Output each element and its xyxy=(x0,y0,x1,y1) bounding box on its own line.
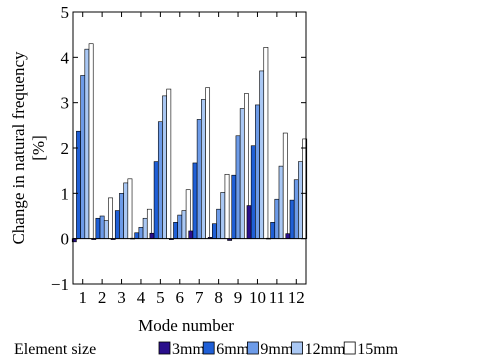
legend-swatch-15mm xyxy=(343,341,356,355)
x-tick-label: 2 xyxy=(98,288,107,307)
legend-label-9mm: 9mm xyxy=(260,341,293,358)
legend-label-15mm: 15mm xyxy=(357,341,398,358)
bar-mode-6-12mm xyxy=(181,210,187,239)
bar-mode-10-9mm xyxy=(255,104,260,239)
bar-mode-5-12mm xyxy=(162,95,167,239)
bar-mode-8-15mm xyxy=(224,173,230,239)
legend-swatch-9mm xyxy=(246,341,259,355)
x-tick-label: 5 xyxy=(156,288,165,307)
bar-mode-10-6mm xyxy=(250,145,256,239)
legend-title: Element size xyxy=(14,341,96,358)
bar-mode-7-9mm xyxy=(196,119,202,239)
x-tick-label: 8 xyxy=(214,288,223,307)
bar-mode-8-6mm xyxy=(212,223,217,239)
bar-mode-11-12mm xyxy=(278,165,284,239)
bar-mode-4-9mm xyxy=(138,227,144,239)
bar-mode-4-6mm xyxy=(134,232,140,239)
bar-mode-9-6mm xyxy=(231,174,237,239)
x-axis-label: Mode number xyxy=(138,316,234,335)
bar-mode-10-3mm xyxy=(246,205,252,239)
bar-mode-4-12mm xyxy=(142,217,148,239)
bar-mode-12-3mm xyxy=(285,233,291,239)
x-tick-label: 3 xyxy=(117,288,126,307)
bar-mode-1-9mm xyxy=(80,75,86,239)
bar-mode-9-12mm xyxy=(239,108,245,239)
legend-label-12mm: 12mm xyxy=(305,341,346,358)
bar-mode-5-3mm xyxy=(149,232,155,239)
bar-mode-1-12mm xyxy=(84,48,90,239)
bar-mode-12-9mm xyxy=(293,179,299,239)
x-tick-label: 4 xyxy=(137,288,146,307)
legend-swatch-6mm xyxy=(202,341,215,355)
bar-mode-5-9mm xyxy=(157,121,163,239)
x-tick-label: 10 xyxy=(249,288,266,307)
bar-mode-7-6mm xyxy=(192,162,198,239)
bar-mode-10-12mm xyxy=(259,70,265,239)
legend-swatch-3mm xyxy=(158,341,171,355)
x-tick-label: 9 xyxy=(234,288,243,307)
legend: Element size 3mm 6mm 9mm 12mm 15mm xyxy=(14,341,399,358)
y-axis-unit: [%] xyxy=(29,135,48,160)
bar-mode-9-9mm xyxy=(235,135,241,239)
legend-label-3mm: 3mm xyxy=(172,341,205,358)
bar-mode-2-15mm xyxy=(108,197,113,239)
bar-mode-6-6mm xyxy=(173,222,178,239)
bar-mode-8-12mm xyxy=(220,192,226,239)
x-tick-label: 6 xyxy=(176,288,185,307)
x-tick-label: 11 xyxy=(269,288,285,307)
y-tick-label: 0 xyxy=(61,230,70,249)
bar-mode-3-9mm xyxy=(119,193,124,239)
y-tick-label: 5 xyxy=(61,3,70,22)
bar-mode-11-15mm xyxy=(282,132,288,239)
bar-mode-10-15mm xyxy=(263,47,269,239)
y-tick-label: 3 xyxy=(61,94,70,113)
bar-mode-11-9mm xyxy=(274,198,280,239)
legend-swatch-12mm xyxy=(291,341,304,355)
bar-mode-3-6mm xyxy=(114,210,120,239)
bar-mode-11-6mm xyxy=(270,222,276,239)
x-tick-label: 1 xyxy=(78,288,87,307)
bar-mode-7-12mm xyxy=(201,99,206,239)
bar-mode-3-12mm xyxy=(123,182,129,239)
y-tick-label: 1 xyxy=(61,184,70,203)
bar-mode-3-15mm xyxy=(127,178,133,239)
x-tick-label: 12 xyxy=(288,288,305,307)
bar-mode-7-15mm xyxy=(205,87,211,239)
bar-mode-1-6mm xyxy=(76,130,81,239)
bar-mode-12-6mm xyxy=(289,199,295,239)
bar-mode-2-9mm xyxy=(99,215,105,239)
bar-mode-6-9mm xyxy=(177,214,183,239)
plot-frame xyxy=(72,11,307,285)
x-tick-label: 7 xyxy=(195,288,204,307)
y-tick-label: 2 xyxy=(61,139,70,158)
bar-mode-12-12mm xyxy=(298,161,303,239)
bar-mode-2-6mm xyxy=(95,217,101,239)
bar-mode-5-6mm xyxy=(153,161,159,239)
legend-label-6mm: 6mm xyxy=(216,341,249,358)
y-axis-label: Change in natural frequency xyxy=(9,51,28,245)
bar-mode-5-15mm xyxy=(166,88,172,239)
bar-mode-1-15mm xyxy=(88,43,94,239)
bar-mode-7-3mm xyxy=(188,230,194,239)
bar-mode-2-12mm xyxy=(103,220,109,239)
y-tick-label: −1 xyxy=(51,275,69,294)
y-tick-label: 4 xyxy=(61,48,70,67)
bar-mode-8-9mm xyxy=(216,208,222,239)
